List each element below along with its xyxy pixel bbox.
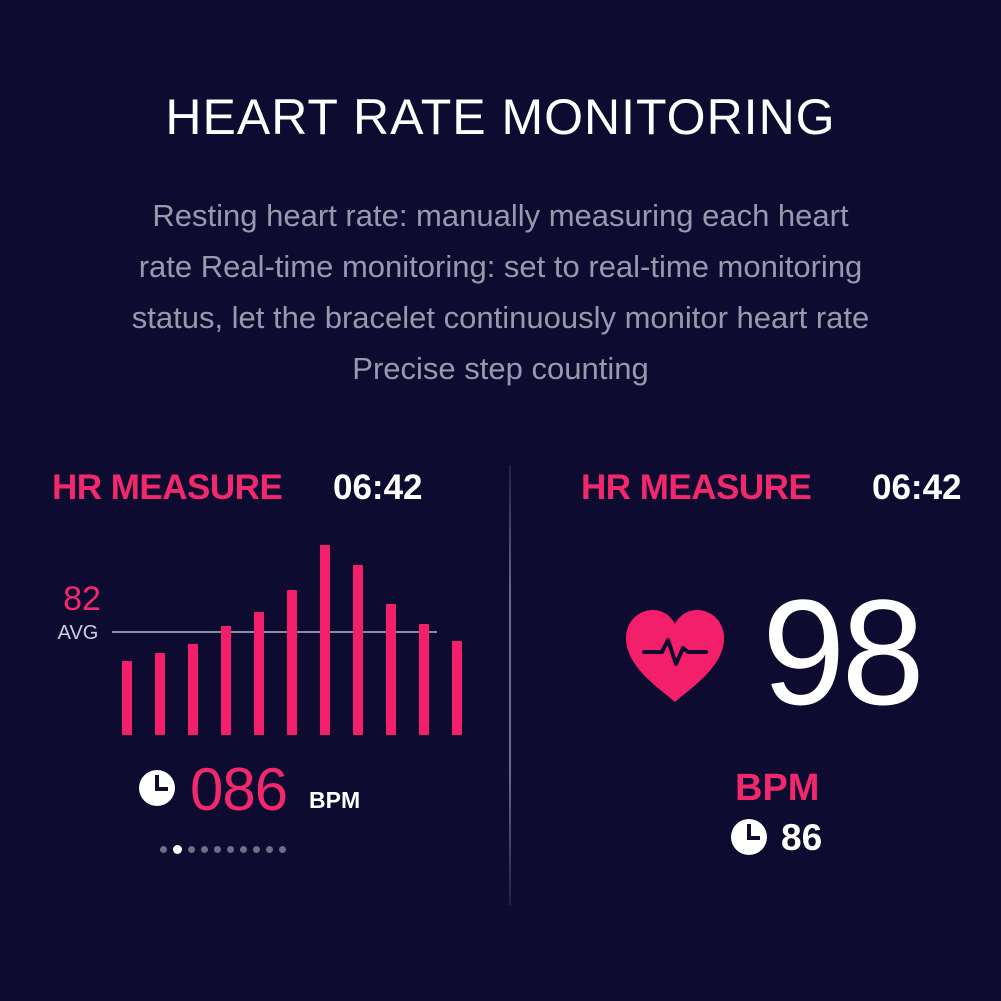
avg-value: 82 [63,580,101,618]
description-line: rate Real-time monitoring: set to real-t… [138,249,863,284]
description-line: Precise step counting [352,351,649,386]
page-dot[interactable] [188,845,195,853]
avg-line [112,631,437,633]
description-line: Resting heart rate: manually measuring e… [152,198,849,233]
page-dot[interactable] [240,845,247,853]
clock-icon [731,819,767,855]
hr-bar [188,644,198,735]
bpm-value: 086 [190,756,288,823]
page-dot[interactable] [173,844,182,854]
avg-label: AVG [57,622,99,644]
left-time: 06:42 [333,468,423,507]
hr-bar [287,590,297,735]
heart-rate-value: 98 [762,568,925,736]
hr-bar [122,661,132,735]
page-dot[interactable] [266,845,273,853]
hr-bar [386,604,396,735]
last-heart-rate-value: 86 [781,817,823,858]
page-dot[interactable] [227,845,234,853]
clock-icon [139,770,175,806]
hr-bar [452,641,462,735]
page-title: HEART RATE MONITORING [165,89,836,145]
hr-bar [320,545,330,735]
page-indicator[interactable] [160,843,286,855]
right-time: 06:42 [872,468,962,507]
hr-bar [221,626,231,735]
feature-description: Resting heart rate: manually measuring e… [40,190,961,394]
heart-pulse-icon [626,610,724,702]
hr-bar [353,565,363,735]
page-dot[interactable] [214,845,221,853]
heart-rate-unit: BPM [735,767,820,809]
bpm-unit: BPM [309,787,361,813]
right-hr-measure-label: HR MEASURE [581,468,812,507]
hr-bar [254,612,264,735]
hr-bar [419,624,429,735]
description-line: status, let the bracelet continuously mo… [131,300,870,335]
hr-bar [155,653,165,735]
divider [509,465,511,905]
page-dot[interactable] [201,845,208,853]
page-dot[interactable] [160,845,167,853]
page-dot[interactable] [253,845,260,853]
page-dot[interactable] [279,845,286,853]
left-hr-measure-label: HR MEASURE [52,468,283,507]
